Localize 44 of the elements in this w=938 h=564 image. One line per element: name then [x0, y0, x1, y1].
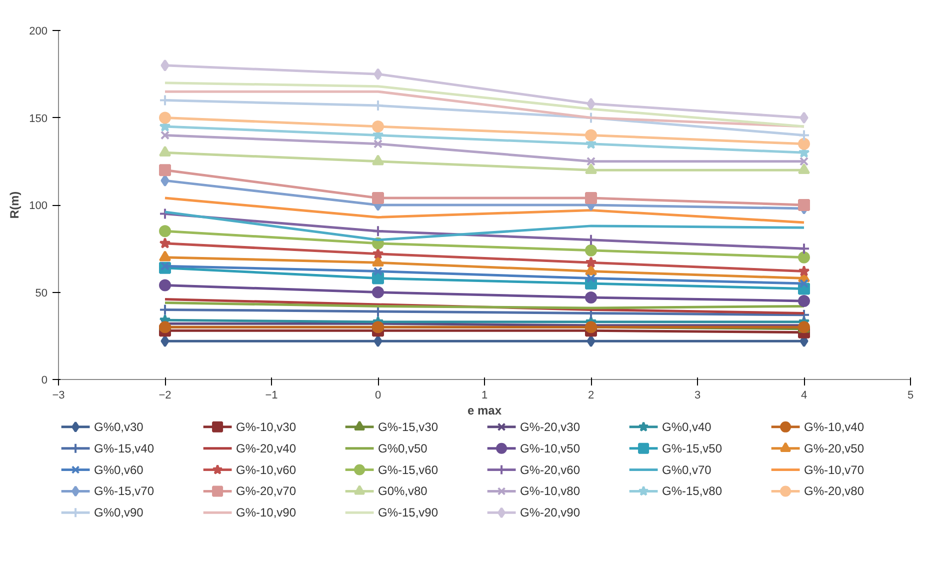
legend-label: G%-15,v90 [378, 506, 438, 520]
x-axis-title: e max [467, 404, 502, 418]
legend-label: G%-20,v40 [236, 441, 296, 456]
legend-label: G%0,v40 [662, 420, 712, 434]
x-tick-label: 5 [907, 390, 914, 402]
legend-label: G%-20,v90 [520, 506, 580, 520]
legend-label: G%-15,v80 [662, 484, 722, 498]
legend-label: G%0,v30 [94, 420, 144, 434]
legend-label: G%-20,v30 [520, 420, 580, 434]
legend-label: G%-15,v40 [94, 441, 154, 456]
legend-label: G%-10,v80 [520, 484, 580, 498]
legend-label: G%-15,v30 [378, 420, 438, 434]
legend-label: G%0,v50 [378, 441, 428, 456]
x-tick-label: 0 [374, 390, 382, 402]
legend-label: G%-15,v60 [378, 462, 438, 477]
legend-label: G%-10,v30 [236, 420, 296, 434]
x-tick-label: −3 [52, 390, 65, 402]
legend-label: G%-10,v60 [236, 462, 296, 477]
y-tick-label: 100 [29, 200, 48, 212]
x-tick-label: 2 [588, 390, 594, 402]
legend-label: G%-10,v50 [520, 441, 580, 456]
legend-label: G%-20,v50 [804, 441, 864, 456]
legend-label: G0%,v80 [378, 484, 428, 498]
x-tick-label: 4 [800, 390, 808, 402]
x-tick-label: 1 [481, 390, 488, 402]
x-tick-label: 3 [694, 390, 701, 402]
legend-label: G%-10,v70 [804, 462, 864, 477]
y-tick-label: 150 [29, 112, 48, 125]
y-tick-label: 50 [35, 287, 48, 300]
legend-label: G%-20,v70 [236, 484, 296, 498]
legend-label: G%0,v90 [94, 506, 144, 520]
legend-label: G%-20,v80 [804, 484, 864, 498]
y-axis-title: R(m) [8, 191, 22, 219]
legend-label: G%-15,v50 [662, 441, 722, 456]
legend-label: G%-15,v70 [94, 484, 154, 498]
legend-label: G%-10,v40 [804, 420, 864, 434]
legend-label: G%0,v70 [662, 462, 712, 477]
legend-label: G%-20,v60 [520, 462, 580, 477]
legend-label: G%-10,v90 [236, 506, 296, 520]
x-tick-label: −2 [158, 390, 172, 402]
x-tick-label: −1 [265, 390, 278, 402]
y-tick-label: 200 [29, 26, 48, 38]
legend-label: G%0,v60 [94, 462, 144, 477]
y-tick-label: 0 [41, 374, 48, 386]
